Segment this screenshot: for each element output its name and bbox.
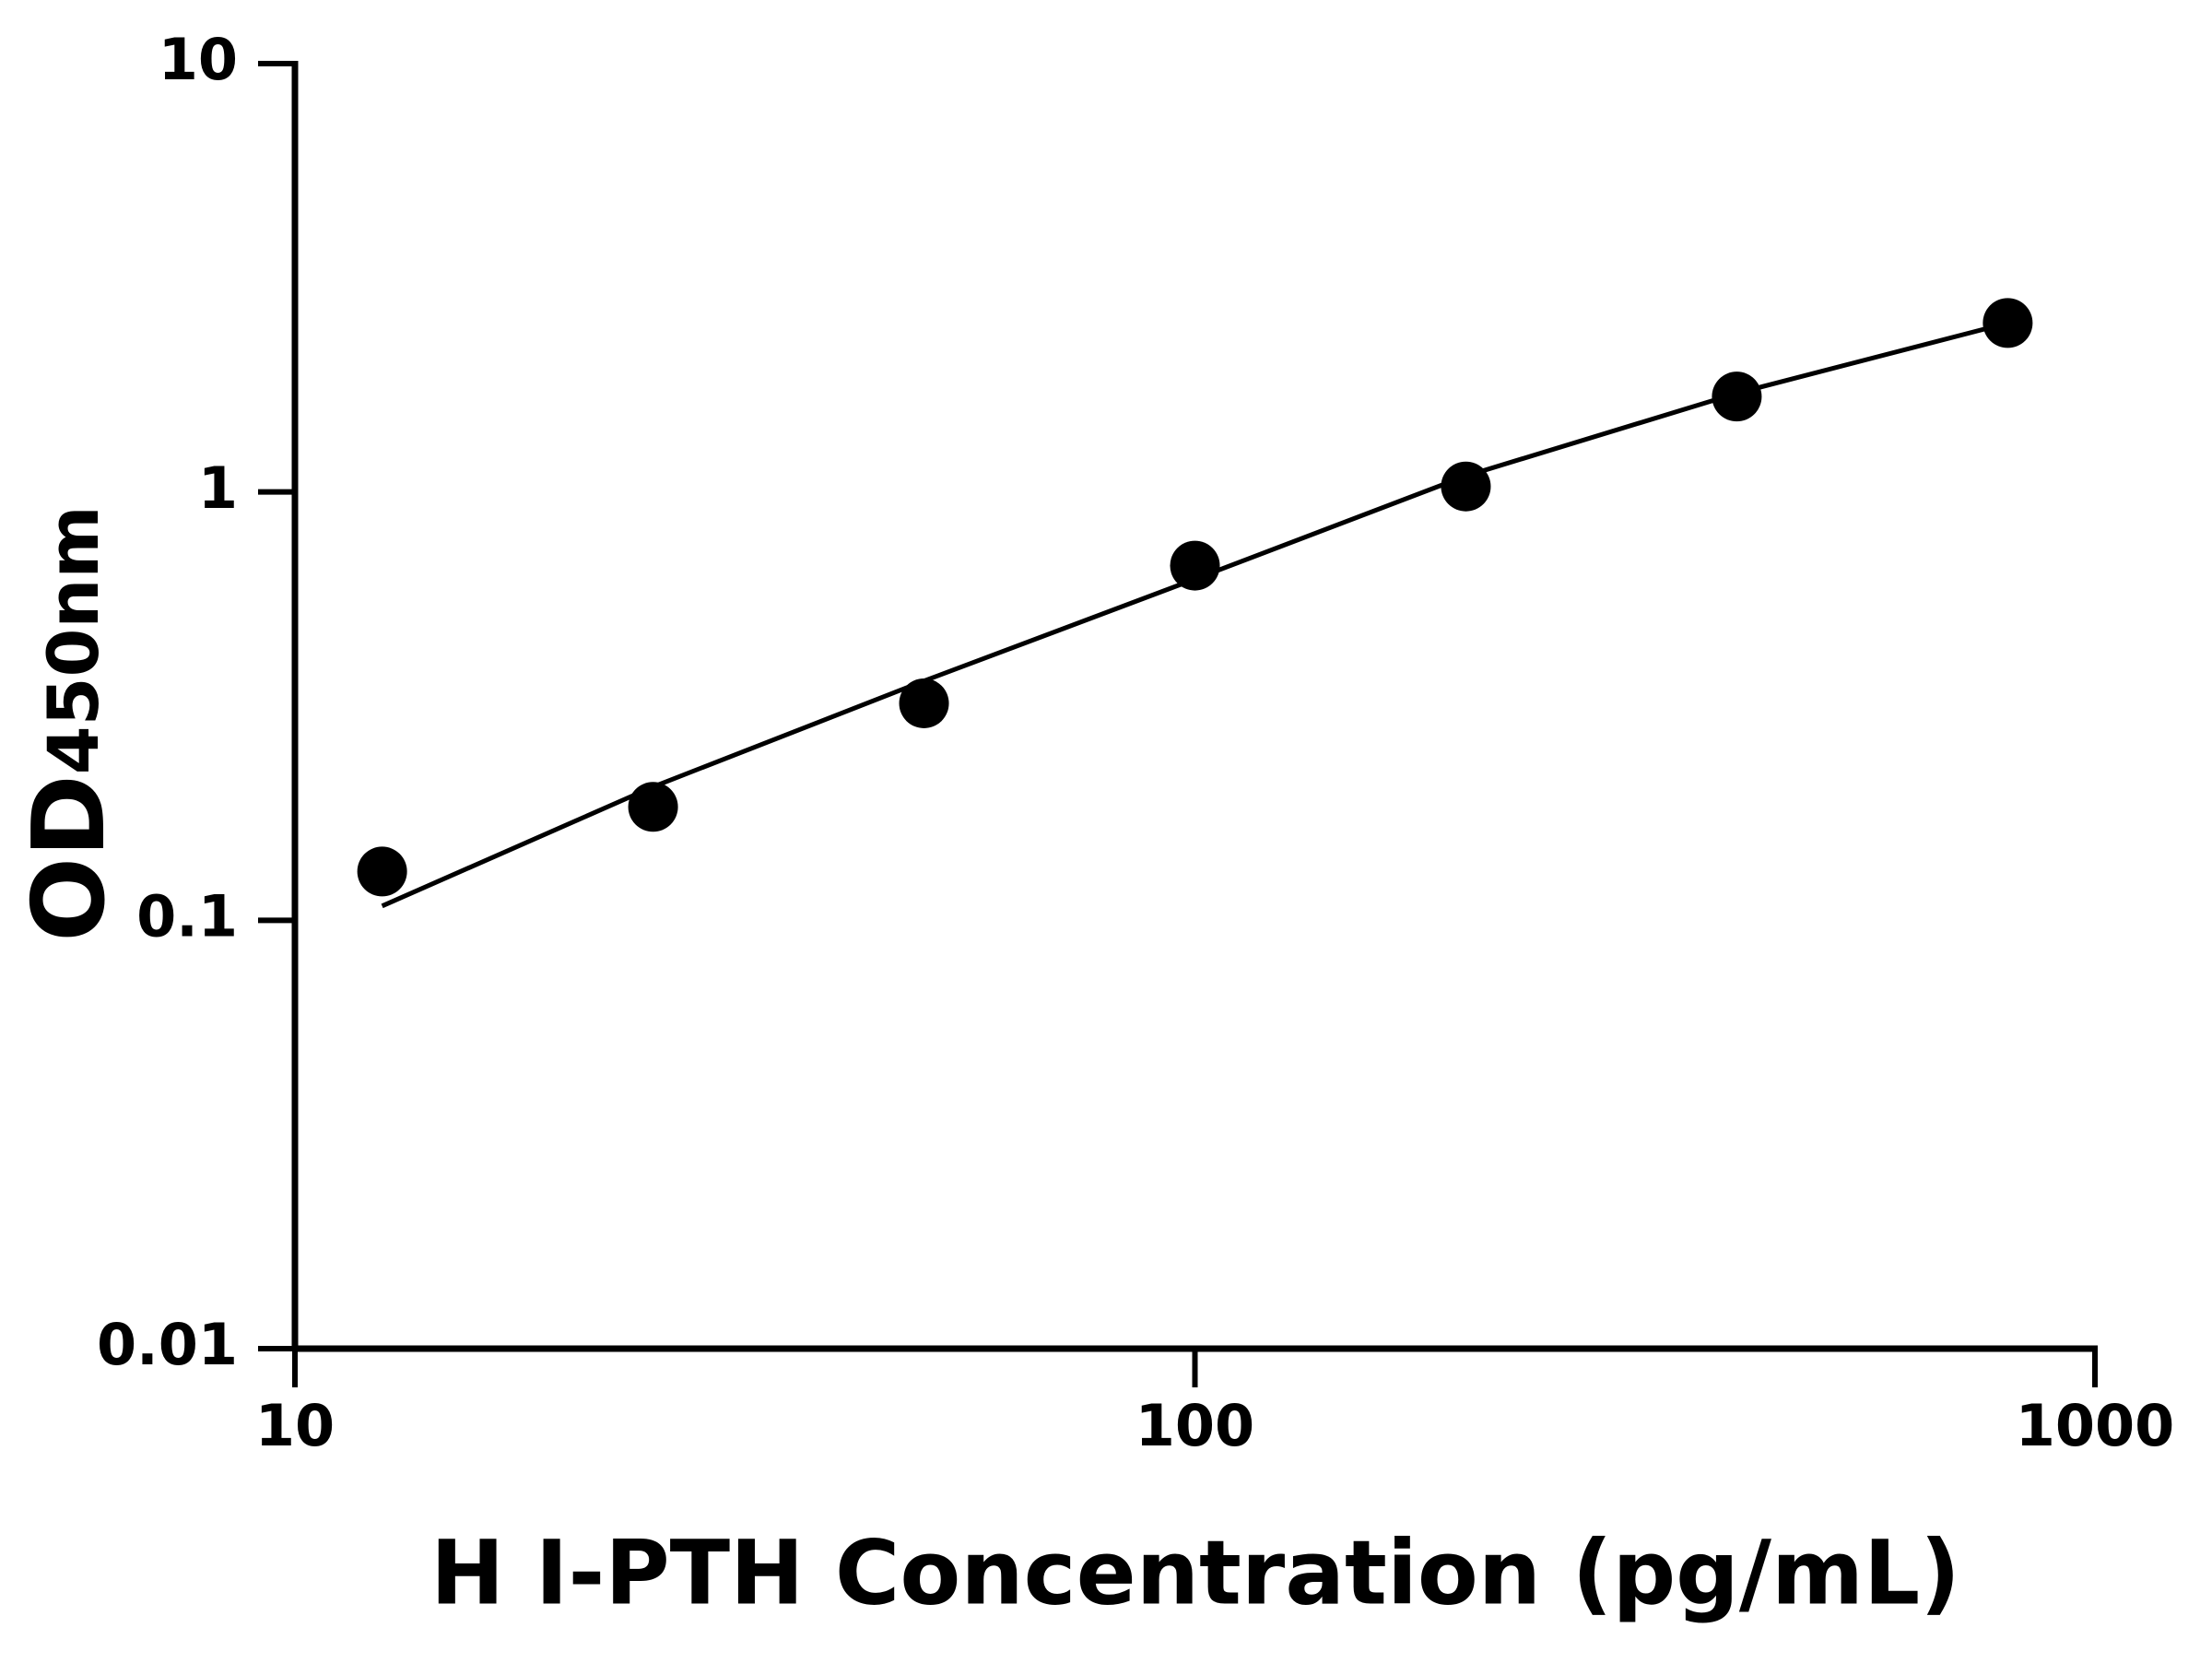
x-tick-label: 100 [1135,1392,1254,1459]
y-tick-label: 1 [198,454,238,522]
data-point [1441,461,1491,512]
data-point [899,678,949,728]
y-tick-label: 10 [159,26,238,93]
fit-curve [381,320,2009,909]
y-tick-label: 0.01 [97,1311,238,1378]
data-point [1170,540,1220,591]
x-tick-label: 1000 [2016,1392,2175,1459]
data-point [1983,298,2033,348]
x-tick-label: 10 [255,1392,335,1459]
data-point [1712,372,1762,422]
x-axis-title: H I-PTH Concentration (pg/mL) [430,1521,1960,1624]
y-axis-title: OD450nm [12,505,127,941]
y-axis-title-main: OD [12,774,127,941]
data-point [357,846,407,897]
y-axis-title-sub: 450nm [32,505,114,774]
data-point [628,782,678,832]
y-tick-label: 0.1 [136,882,238,949]
